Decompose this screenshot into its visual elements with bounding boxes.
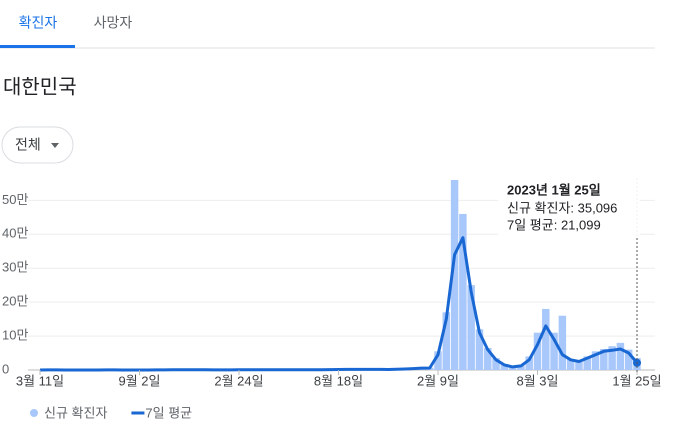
bar bbox=[550, 332, 558, 370]
y-tick-label: 20만 bbox=[2, 294, 28, 309]
bar bbox=[484, 347, 492, 370]
filter-dropdown[interactable]: 전체 bbox=[1, 126, 74, 164]
tab-indicator bbox=[0, 45, 75, 48]
legend-label: 7일 평균 bbox=[145, 405, 192, 420]
tab-active[interactable]: 확진자 bbox=[19, 15, 58, 31]
legend-swatch bbox=[30, 409, 38, 417]
bar bbox=[434, 351, 442, 370]
x-tick-label: 1월 25일 bbox=[612, 373, 661, 388]
bar bbox=[575, 360, 583, 370]
tooltip-box bbox=[498, 178, 640, 238]
y-tick-label: 50만 bbox=[2, 192, 28, 207]
bar bbox=[525, 356, 533, 370]
y-tick-label: 10만 bbox=[2, 328, 28, 343]
tab[interactable]: 사망자 bbox=[94, 15, 133, 31]
y-tick-label: 30만 bbox=[2, 260, 28, 275]
bar bbox=[517, 365, 525, 370]
x-tick-label: 2월 24일 bbox=[214, 373, 263, 388]
x-tick-label: 3월 11일 bbox=[16, 373, 64, 388]
tooltip-line: 7일 평균: 21,099 bbox=[507, 217, 601, 232]
region-title: 대한민국 bbox=[3, 75, 77, 98]
tooltip-title: 2023년 1월 25일 bbox=[507, 182, 601, 197]
x-tick-label: 9월 2일 bbox=[119, 373, 161, 388]
bar bbox=[600, 348, 608, 370]
bar bbox=[450, 180, 459, 370]
y-tick-label: 40만 bbox=[2, 226, 28, 241]
bar bbox=[558, 315, 567, 370]
legend-label: 신규 확진자 bbox=[44, 405, 107, 420]
bar bbox=[616, 342, 625, 370]
tooltip: 2023년 1월 25일 신규 확진자: 35,096 7일 평균: 21,09… bbox=[498, 178, 640, 238]
tooltip-line: 신규 확진자: 35,096 bbox=[507, 200, 617, 215]
bar bbox=[459, 213, 467, 370]
bar bbox=[500, 363, 509, 370]
dropdown-box[interactable] bbox=[1, 126, 74, 164]
bar bbox=[583, 356, 591, 370]
bar bbox=[591, 351, 600, 370]
bar bbox=[542, 308, 550, 370]
dropdown-arrow[interactable] bbox=[51, 143, 59, 148]
x-tick-label: 2월 9일 bbox=[417, 373, 459, 388]
bar bbox=[533, 332, 542, 370]
y-tick-label: 0 bbox=[2, 361, 9, 376]
x-tick-label: 8월 18일 bbox=[314, 373, 363, 388]
bar bbox=[566, 359, 575, 370]
bar bbox=[492, 358, 500, 370]
x-tick-label: 8월 3일 bbox=[517, 373, 559, 388]
bar bbox=[608, 346, 616, 370]
bar bbox=[442, 312, 451, 370]
bar bbox=[475, 329, 484, 370]
bar bbox=[624, 349, 633, 370]
bar bbox=[467, 285, 475, 370]
dropdown-label[interactable]: 전체 bbox=[15, 137, 41, 153]
